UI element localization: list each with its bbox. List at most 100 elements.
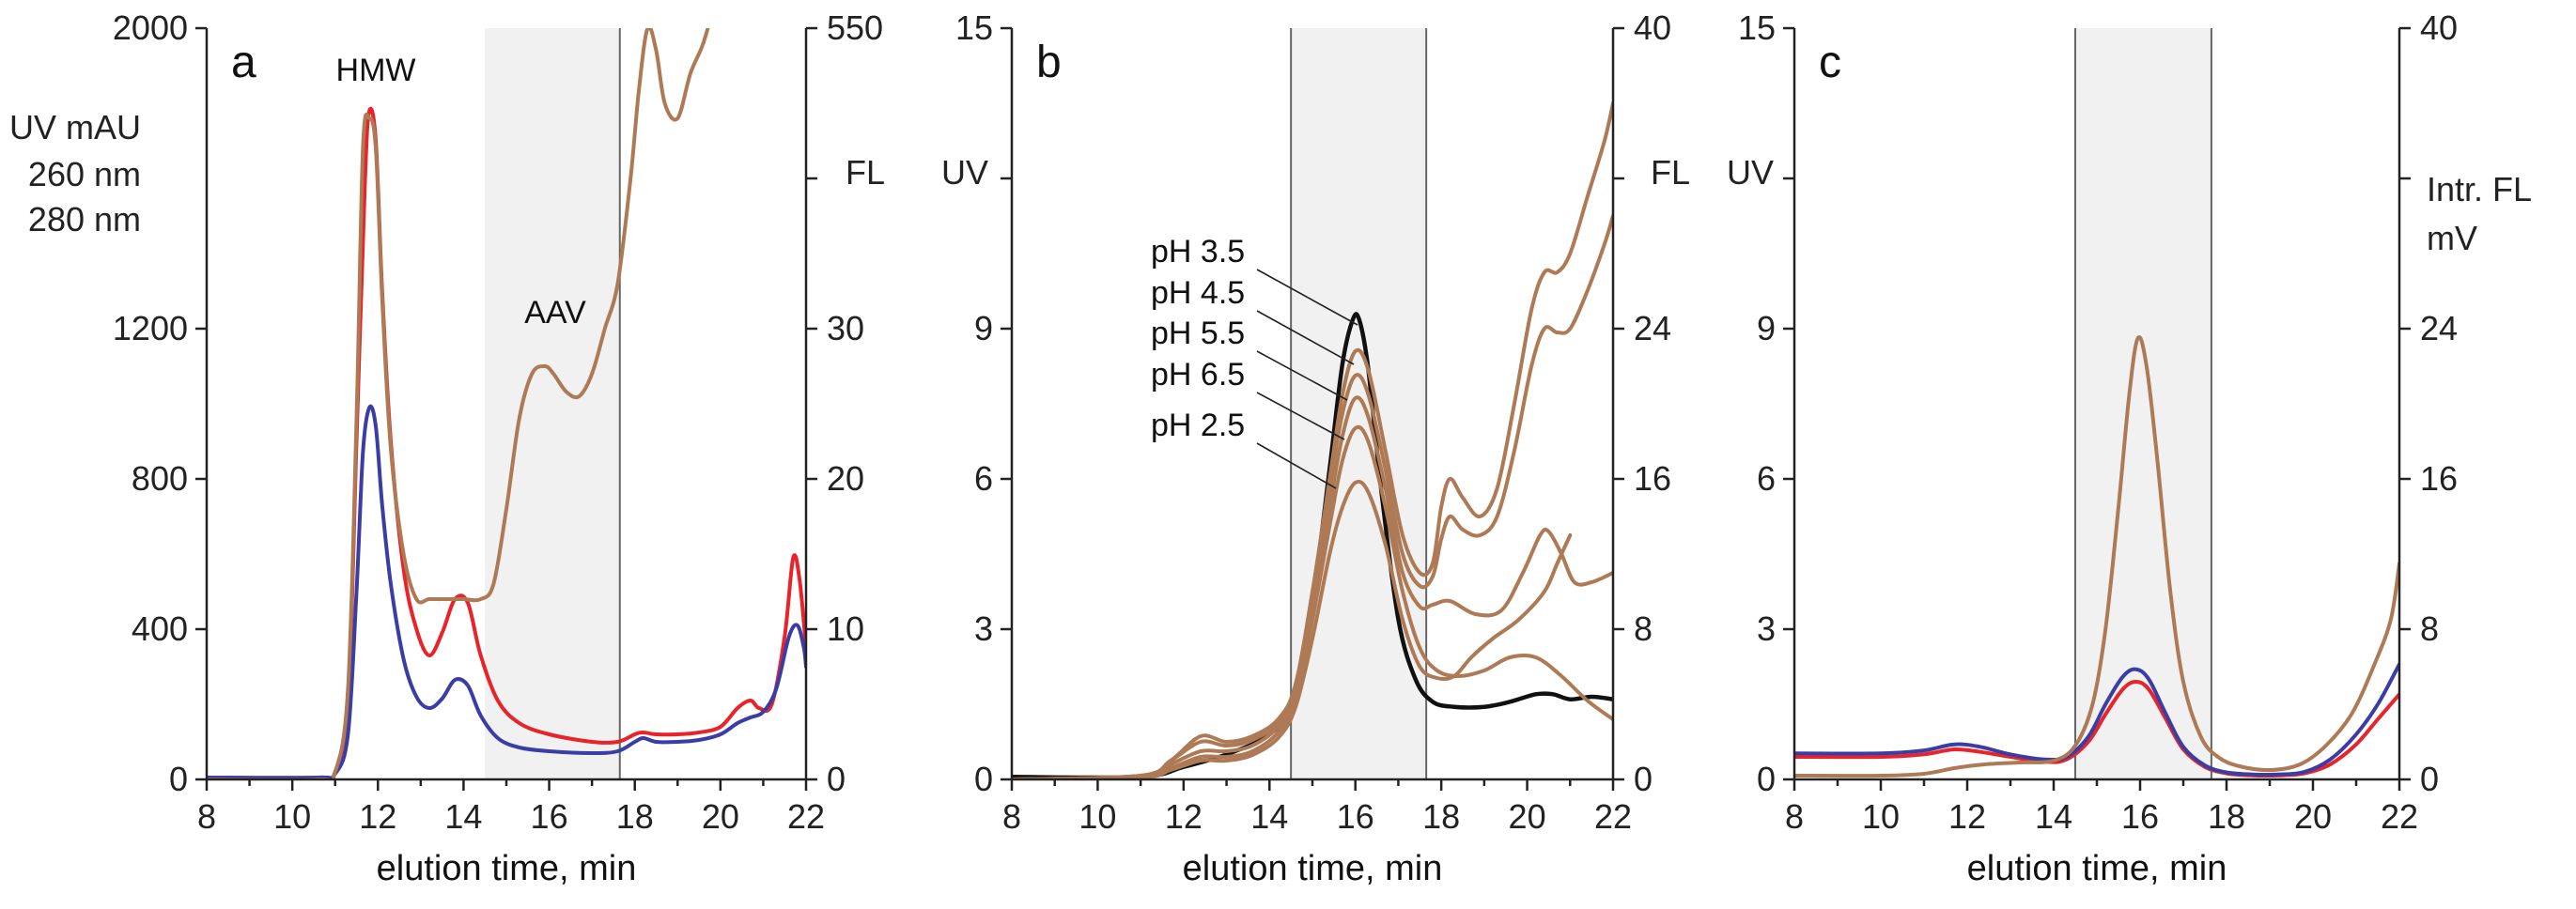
series-line-ph-2-5 [1012,479,1573,779]
right-tick-label: 0 [827,760,846,798]
left-tick-label: 3 [1757,609,1776,648]
shaded-region [485,28,620,779]
annotation-hmw: HMW [336,53,416,88]
annotation-ph-6-5: pH 6.5 [1151,357,1245,393]
left-axis-label-260nm: 260 nm [28,155,141,193]
left-tick-label: 0 [1757,760,1776,798]
right-tick-label: 0 [1634,760,1653,798]
panel-letter: c [1819,38,1841,87]
right-tick-label: 24 [2420,309,2458,347]
right-tick-label: 24 [1634,309,1671,347]
right-axis-label-fl: FL [1651,153,1690,192]
right-tick-label: 550 [827,8,883,47]
annotation-leader-line [1256,350,1348,401]
series-line-fl [207,28,710,779]
right-tick-label: 40 [1634,8,1671,47]
series-group [1012,101,1613,779]
x-tick-label: 18 [2208,797,2245,836]
annotation-ph-2-5: pH 2.5 [1151,408,1245,443]
x-tick-label: 8 [1785,797,1804,836]
left-tick-label: 400 [132,609,188,648]
right-tick-label: 40 [2420,8,2458,47]
x-tick-label: 14 [2035,797,2072,836]
x-tick-label: 22 [787,797,825,836]
x-tick-label: 14 [1250,797,1288,836]
left-axis-label-uv: UV [941,153,988,192]
x-tick-label: 10 [1862,797,1900,836]
left-tick-label: 9 [974,309,993,347]
x-tick-label: 8 [1002,797,1021,836]
annotation-leader-line [1256,269,1358,326]
panel-letter: a [231,38,256,87]
right-tick-label: 30 [827,309,864,347]
right-axis-label-fl: FL [846,153,885,192]
x-tick-label: 16 [1337,797,1374,836]
right-tick-label: 16 [1634,459,1671,498]
series-line-ph-4-5 [1012,214,1613,779]
left-tick-label: 6 [1757,459,1776,498]
x-axis-label: elution time, min [1967,849,2227,888]
annotation-leader-line [1256,310,1355,365]
x-tick-label: 18 [1422,797,1460,836]
right-tick-label: 10 [827,609,864,648]
series-line-ph-6-5 [1012,424,1613,779]
right-axis-label-mv: mV [2427,219,2477,257]
x-tick-label: 12 [1948,797,1986,836]
panel-letter: b [1036,38,1062,87]
left-axis-label-uv-mau: UV mAU [9,108,141,146]
x-tick-label: 12 [359,797,396,836]
x-axis-label: elution time, min [377,849,637,888]
series-line-uv-280 [1794,662,2399,777]
annotation-ph-5-5: pH 5.5 [1151,316,1245,351]
right-tick-label: 16 [2420,459,2458,498]
right-axis-label-intr-fl: Intr. FL [2427,170,2532,208]
series-line-ph-3-5 [1012,101,1613,779]
panel-a: 8 10 12 14 16 18 20 22 elution time, min 0 400 800 1… [9,8,885,888]
x-tick-label: 12 [1165,797,1203,836]
series-line-ph-5-5 [1012,395,1613,779]
x-tick-label: 10 [273,797,311,836]
left-axis-label-280nm: 280 nm [28,200,141,239]
left-tick-label: 15 [1738,8,1776,47]
x-tick-label: 16 [531,797,568,836]
x-tick-label: 18 [616,797,654,836]
series-line-260-nm [207,106,806,779]
right-tick-label: 8 [2420,609,2439,648]
left-tick-label: 9 [1757,309,1776,347]
x-tick-label: 20 [702,797,739,836]
left-tick-label: 15 [955,8,993,47]
right-tick-label: 0 [2420,760,2439,798]
left-tick-label: 1200 [113,309,188,347]
x-tick-label: 20 [2294,797,2332,836]
x-tick-label: 22 [1594,797,1632,836]
annotation-ph-3-5: pH 3.5 [1151,234,1245,270]
annotation-ph-4-5: pH 4.5 [1151,275,1245,311]
shaded-region [1291,28,1427,779]
left-tick-label: 6 [974,459,993,498]
x-tick-label: 8 [197,797,216,836]
left-tick-label: 0 [974,760,993,798]
left-tick-label: 800 [132,459,188,498]
x-tick-label: 22 [2381,797,2418,836]
series-line-intr-fl [1794,334,2399,778]
right-tick-label: 8 [1634,609,1653,648]
series-group [1794,334,2399,778]
right-tick-label: 20 [827,459,864,498]
left-tick-label: 2000 [113,8,188,47]
x-tick-label: 10 [1079,797,1116,836]
left-axis-label-uv: UV [1727,153,1774,192]
shaded-region [2075,28,2211,779]
x-axis-label: elution time, min [1183,849,1443,888]
x-tick-label: 14 [444,797,482,836]
annotation-leader-line [1256,392,1345,440]
annotation-leader-line [1256,442,1337,489]
series-line-280-nm [207,404,806,779]
x-tick-label: 16 [2121,797,2159,836]
left-tick-label: 0 [169,760,188,798]
annotation-aav: AAV [524,295,586,331]
series-group [207,28,806,779]
left-tick-label: 3 [974,609,993,648]
